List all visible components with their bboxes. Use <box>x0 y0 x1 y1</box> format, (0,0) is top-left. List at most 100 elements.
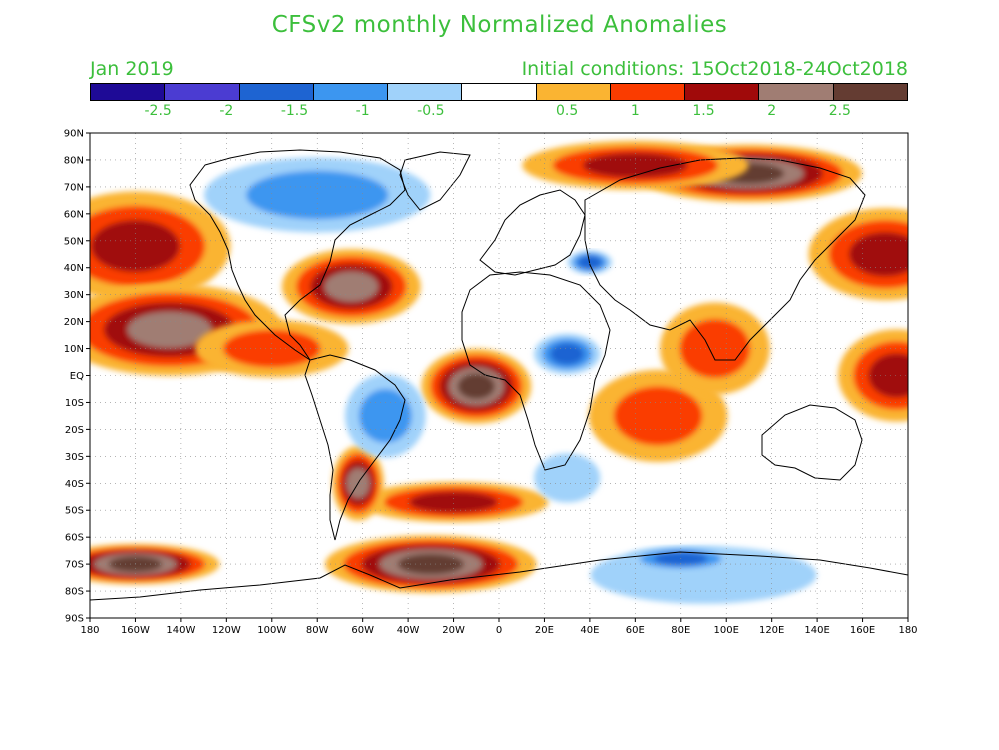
anomaly-contour <box>848 232 908 277</box>
initial-conditions: Initial conditions: 15Oct2018-24Oct2018 <box>521 58 908 80</box>
coastlines <box>90 149 908 601</box>
colorbar-tick-label: -2.5 <box>144 103 172 119</box>
forecast-month: Jan 2019 <box>90 58 174 80</box>
latitude-tick-label: 90S <box>65 614 84 625</box>
anomaly-contour <box>127 311 212 348</box>
latitude-tick-label: 10N <box>64 344 84 355</box>
anomaly-region-bay-of-bengal-warm <box>659 302 770 395</box>
latitude-tick-label: 60N <box>64 209 84 220</box>
latitude-tick-label: 80S <box>65 587 84 598</box>
longitude-tick-label: 40E <box>580 625 599 636</box>
longitude-axis: 180 160W 140W 120W 100W 80W 60W 40W 20W 0 20E 40E 60… <box>80 618 918 636</box>
colorbar-swatch <box>462 84 537 100</box>
longitude-tick-label: 80E <box>671 625 690 636</box>
greenland-coast <box>399 151 471 211</box>
anomaly-contour <box>550 343 585 365</box>
anomaly-region-south-indian-cool <box>534 453 601 503</box>
longitude-tick-label: 20E <box>535 625 554 636</box>
colorbar-tick-label: -1.5 <box>280 103 309 119</box>
anomaly-contour <box>324 271 379 302</box>
antarctica-coast <box>90 551 908 601</box>
anomaly-contour <box>679 319 751 379</box>
longitude-tick-label: 60E <box>626 625 645 636</box>
colorbar-tick-label: 2.5 <box>828 103 851 119</box>
colorbar-labels: -2.5 -2 -1.5 -1 -0.5 0.5 1 1.5 2 2.5 <box>90 103 908 121</box>
anomaly-region-central-africa-cool <box>534 333 601 375</box>
longitude-tick-label: 100W <box>257 625 286 636</box>
longitude-tick-label: 160W <box>121 625 150 636</box>
latitude-tick-label: 50S <box>65 506 84 517</box>
anomaly-region-gulf-of-guinea-warm <box>421 348 532 424</box>
latitude-tick-label: 20N <box>64 317 84 328</box>
latitude-tick-label: 30S <box>65 452 84 463</box>
colorbar <box>90 83 908 101</box>
africa-coast <box>461 271 611 471</box>
latitude-tick-label: 60S <box>65 533 84 544</box>
colorbar-swatch <box>165 84 240 100</box>
longitude-tick-label: 120E <box>759 625 784 636</box>
longitude-tick-label: 60W <box>351 625 374 636</box>
latitude-tick-label: 40N <box>64 263 84 274</box>
longitude-tick-label: 0 <box>496 625 502 636</box>
latitude-tick-label: 70N <box>64 182 84 193</box>
anomaly-region-indian-ocean-warm <box>588 369 728 463</box>
latitude-tick-label: 20S <box>65 425 84 436</box>
colorbar-tick-label: -1 <box>355 103 370 119</box>
latitude-tick-label: 10S <box>65 398 84 409</box>
latitude-tick-label: 80N <box>64 155 84 166</box>
colorbar-swatch <box>759 84 834 100</box>
longitude-tick-label: 20W <box>442 625 465 636</box>
latitude-tick-label: 70S <box>65 560 84 571</box>
anomaly-contour <box>868 353 908 398</box>
longitude-tick-label: 180 <box>80 625 99 636</box>
colorbar-swatch <box>91 84 166 100</box>
anomaly-contour <box>613 386 703 446</box>
colorbar-swatch <box>536 84 611 100</box>
colorbar-tick-label: 1 <box>630 103 640 119</box>
asia-coast <box>584 157 866 361</box>
north-america-coast <box>189 149 406 361</box>
south-america-coast <box>304 354 406 541</box>
longitude-tick-label: 180 <box>898 625 917 636</box>
longitude-tick-label: 160E <box>850 625 875 636</box>
colorbar-tick-label: 1.5 <box>692 103 715 119</box>
colorbar-tick-label: 0.5 <box>556 103 579 119</box>
latitude-tick-label: 50N <box>64 236 84 247</box>
longitude-tick-label: 100E <box>714 625 739 636</box>
colorbar-swatch <box>833 84 907 100</box>
anomaly-region-west-pacific-warm <box>838 329 908 422</box>
anomaly-contour <box>582 152 688 178</box>
anomaly-contour <box>409 491 498 513</box>
colorbar-swatch <box>388 84 463 100</box>
longitude-tick-label: 140W <box>166 625 195 636</box>
colorbar-tick-label: -0.5 <box>417 103 445 119</box>
longitude-tick-label: 120W <box>212 625 241 636</box>
anomaly-contour <box>457 373 495 400</box>
latitude-tick-label: 40S <box>65 479 84 490</box>
anomaly-contour <box>91 220 180 273</box>
latitude-tick-label: EQ <box>70 371 84 382</box>
anomaly-contour <box>246 170 389 220</box>
map-title: CFSv2 monthly Normalized Anomalies <box>271 12 728 38</box>
anomaly-contour <box>359 389 412 443</box>
colorbar-swatch <box>610 84 686 100</box>
anomaly-contour <box>534 453 601 503</box>
anomaly-region-south-atlantic-band <box>358 481 549 523</box>
anomaly-region-brazil-cool <box>345 374 426 458</box>
latitude-tick-label: 90N <box>64 129 84 140</box>
gridlines <box>90 133 908 618</box>
anomaly-region-north-pacific-warm <box>90 191 231 301</box>
anomaly-region-nw-pacific-warm <box>808 208 908 301</box>
latitude-axis: 90N 80N 70N 60N 50N 40N 30N 20N 10N EQ 10S 20S 30S 40… <box>64 129 90 625</box>
australia-coast <box>761 404 863 481</box>
latitude-tick-label: 30N <box>64 290 84 301</box>
colorbar-swatch <box>239 84 314 100</box>
anomaly-region-arctic-warm <box>522 140 749 190</box>
longitude-tick-label: 40W <box>397 625 420 636</box>
longitude-tick-label: 80W <box>306 625 329 636</box>
colorbar-tick-label: 2 <box>767 103 777 119</box>
colorbar-swatch <box>313 84 389 100</box>
longitude-tick-label: 140E <box>804 625 829 636</box>
colorbar-swatch <box>685 84 760 100</box>
